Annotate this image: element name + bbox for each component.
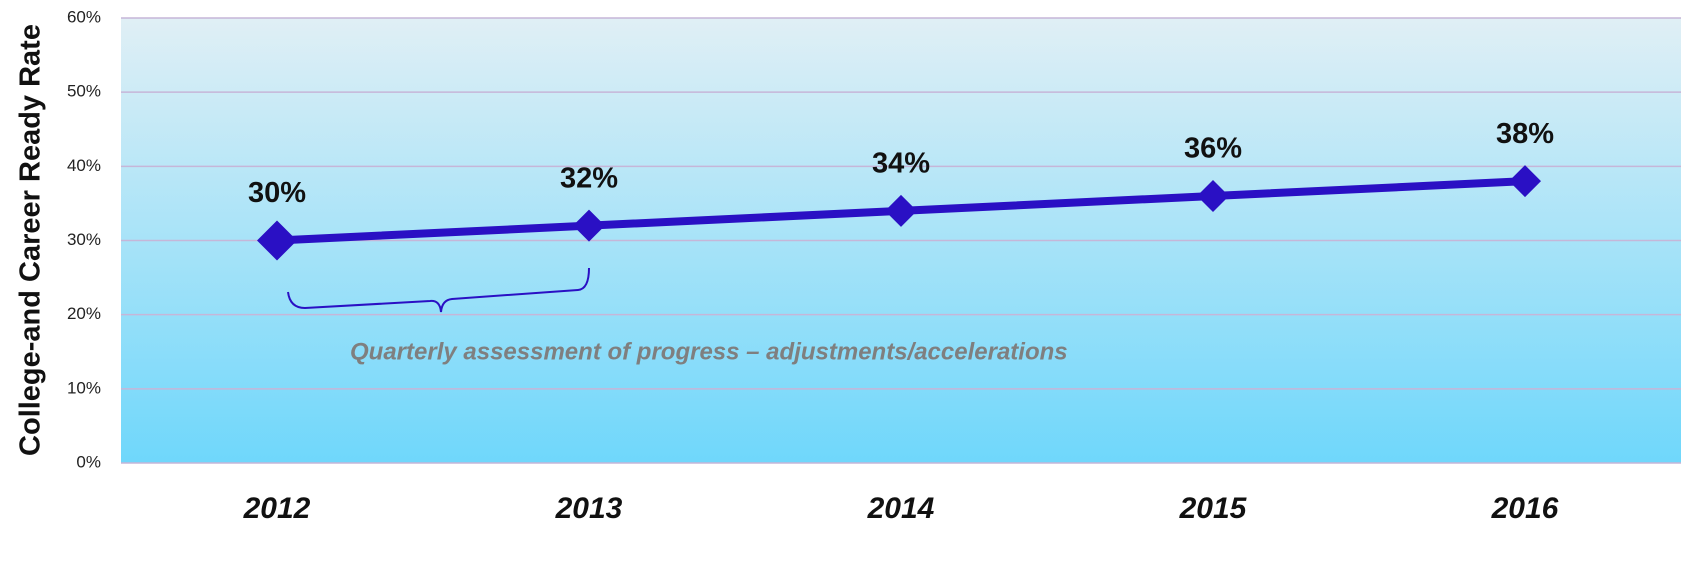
y-tick-label: 20% — [67, 304, 101, 323]
x-tick-label: 2014 — [867, 492, 935, 525]
y-tick-label: 0% — [76, 452, 101, 471]
data-label: 32% — [560, 162, 618, 194]
y-axis-label: College-and Career Ready Rate — [15, 24, 47, 456]
y-tick-label: 50% — [67, 82, 101, 101]
y-tick-label: 60% — [67, 7, 101, 26]
data-label: 36% — [1184, 133, 1242, 165]
brace — [287, 267, 590, 313]
marker — [885, 194, 917, 227]
x-tick-label: 2012 — [243, 492, 311, 525]
y-tick-label: 10% — [67, 378, 101, 397]
marker — [257, 220, 297, 261]
x-tick-label: 2015 — [1179, 492, 1248, 525]
y-tick-label: 30% — [67, 230, 101, 249]
x-tick-label: 2013 — [555, 492, 623, 525]
marker — [1197, 180, 1229, 212]
data-label: 30% — [248, 177, 306, 209]
x-tick-label: 2016 — [1491, 492, 1559, 525]
marker — [573, 209, 605, 242]
data-label: 34% — [872, 147, 930, 179]
annotation: Quarterly assessment of progress – adjus… — [350, 338, 1068, 365]
y-tick-label: 40% — [67, 156, 101, 175]
data-label: 38% — [1496, 118, 1554, 150]
marker — [1509, 165, 1541, 198]
